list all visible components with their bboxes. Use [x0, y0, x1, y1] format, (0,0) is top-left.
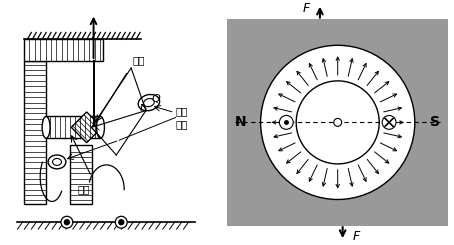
- Ellipse shape: [48, 155, 66, 169]
- Circle shape: [261, 45, 415, 199]
- Bar: [71, 112, 102, 143]
- Text: F: F: [352, 230, 360, 243]
- Circle shape: [61, 216, 73, 228]
- Bar: [70, 145, 92, 204]
- Bar: [25, 39, 104, 61]
- Circle shape: [119, 220, 123, 225]
- Ellipse shape: [143, 98, 154, 107]
- Bar: [227, 19, 449, 226]
- Text: 线圈: 线圈: [78, 185, 90, 195]
- Circle shape: [115, 216, 127, 228]
- Text: 软铁: 软铁: [132, 55, 145, 65]
- Text: 蜗旋
弹簧: 蜗旋 弹簧: [176, 106, 188, 129]
- Circle shape: [64, 220, 69, 225]
- Bar: [46, 116, 100, 138]
- Ellipse shape: [42, 116, 50, 138]
- Ellipse shape: [53, 159, 61, 165]
- Circle shape: [296, 81, 379, 164]
- Text: Q: Q: [152, 94, 161, 104]
- Ellipse shape: [97, 116, 104, 138]
- Text: F: F: [303, 2, 310, 15]
- Circle shape: [279, 115, 293, 129]
- Ellipse shape: [138, 95, 160, 111]
- Bar: [25, 61, 46, 204]
- Circle shape: [334, 118, 342, 126]
- Text: S: S: [429, 115, 439, 129]
- Text: N: N: [235, 115, 247, 129]
- Circle shape: [382, 115, 396, 129]
